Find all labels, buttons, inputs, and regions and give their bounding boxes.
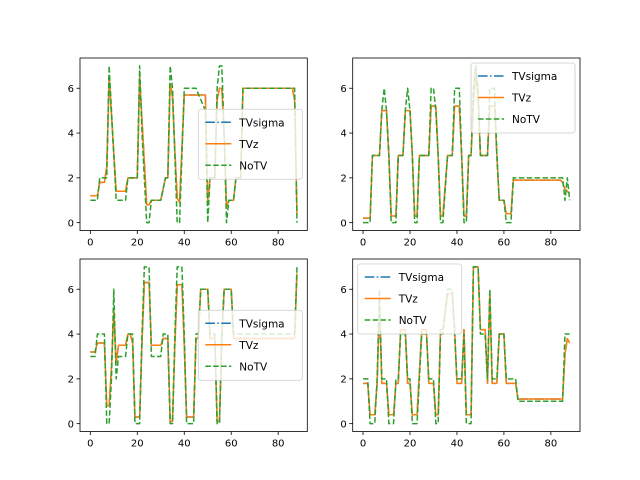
- legend-label-tvz: TVz: [238, 340, 259, 352]
- x-tick-label: 60: [225, 238, 238, 249]
- legend-label-notv: NoTV: [512, 114, 541, 126]
- axes-frame: [352, 258, 581, 432]
- y-tick-label: 2: [340, 173, 346, 184]
- x-tick-label: 60: [498, 238, 511, 249]
- x-tick-label: 20: [404, 439, 417, 450]
- x-tick-label: 20: [131, 238, 144, 249]
- legend-label-tvsigma: TVsigma: [238, 117, 284, 129]
- legend-frame: [357, 263, 463, 335]
- x-tick-label: 0: [87, 238, 93, 249]
- y-tick-label: 6: [340, 285, 346, 296]
- y-tick-label: 2: [340, 374, 346, 385]
- legend-label-tvsigma: TVsigma: [398, 272, 444, 284]
- y-tick-label: 4: [340, 129, 346, 140]
- y-tick-label: 4: [68, 330, 74, 341]
- legend: TVsigma TVz NoTV: [197, 309, 303, 381]
- legend: TVsigma TVz NoTV: [470, 62, 576, 134]
- x-tick-label: 60: [498, 439, 511, 450]
- legend-label-notv: NoTV: [239, 361, 268, 373]
- legend-label-tvz: TVz: [511, 93, 532, 105]
- x-tick-label: 0: [360, 238, 366, 249]
- legend-label-notv: NoTV: [239, 160, 268, 172]
- x-tick-label: 80: [545, 439, 558, 450]
- series-line-notv: [90, 65, 298, 224]
- y-tick-label: 2: [68, 173, 74, 184]
- x-tick-label: 20: [404, 238, 417, 249]
- x-tick-label: 60: [225, 439, 238, 450]
- legend-frame: [197, 309, 303, 381]
- y-tick-label: 6: [68, 84, 74, 95]
- x-tick-label: 80: [272, 439, 285, 450]
- legend: TVsigma TVz NoTV: [197, 108, 303, 180]
- legend-frame: [470, 62, 576, 134]
- x-tick-label: 0: [87, 439, 93, 450]
- x-tick-label: 40: [451, 238, 464, 249]
- y-tick-label: 0: [340, 218, 346, 229]
- legend: TVsigma TVz NoTV: [357, 263, 463, 335]
- y-tick-label: 4: [68, 129, 74, 140]
- x-tick-label: 0: [360, 439, 366, 450]
- axes-frame: [79, 57, 308, 231]
- y-tick-label: 0: [68, 218, 74, 229]
- y-tick-label: 4: [340, 330, 346, 341]
- x-tick-label: 40: [178, 439, 191, 450]
- x-tick-label: 80: [545, 238, 558, 249]
- legend-label-tvsigma: TVsigma: [511, 71, 557, 83]
- legend-label-tvsigma: TVsigma: [238, 318, 284, 330]
- series-line-notv: [363, 266, 570, 425]
- subplot-4: 0 20 40 60 80 0 2 4 6 TVsigma TVz NoTV: [340, 258, 581, 450]
- axes-frame: [79, 258, 308, 432]
- legend-label-tvz: TVz: [238, 139, 259, 151]
- y-tick-label: 6: [68, 285, 74, 296]
- legend-label-tvz: TVz: [398, 294, 419, 306]
- legend-label-notv: NoTV: [399, 315, 428, 327]
- y-tick-label: 0: [68, 419, 74, 430]
- y-tick-label: 2: [68, 374, 74, 385]
- x-tick-label: 40: [451, 439, 464, 450]
- series-line-notv: [363, 65, 571, 224]
- subplot-2: 0 20 40 60 80 0 2 4 6 TVsigma TVz NoTV: [340, 57, 581, 249]
- x-tick-label: 20: [131, 439, 144, 450]
- y-tick-label: 6: [340, 84, 346, 95]
- legend-frame: [197, 108, 303, 180]
- subplot-3: 0 20 40 60 80 0 2 4 6 TVsigma TVz NoTV: [68, 258, 308, 450]
- y-tick-label: 0: [340, 419, 346, 430]
- x-tick-label: 40: [178, 238, 191, 249]
- x-tick-label: 80: [272, 238, 285, 249]
- subplot-1: 0 20 40 60 80 0 2 4 6 TVsigma TVz NoTV: [68, 57, 308, 249]
- axes-frame: [352, 57, 581, 231]
